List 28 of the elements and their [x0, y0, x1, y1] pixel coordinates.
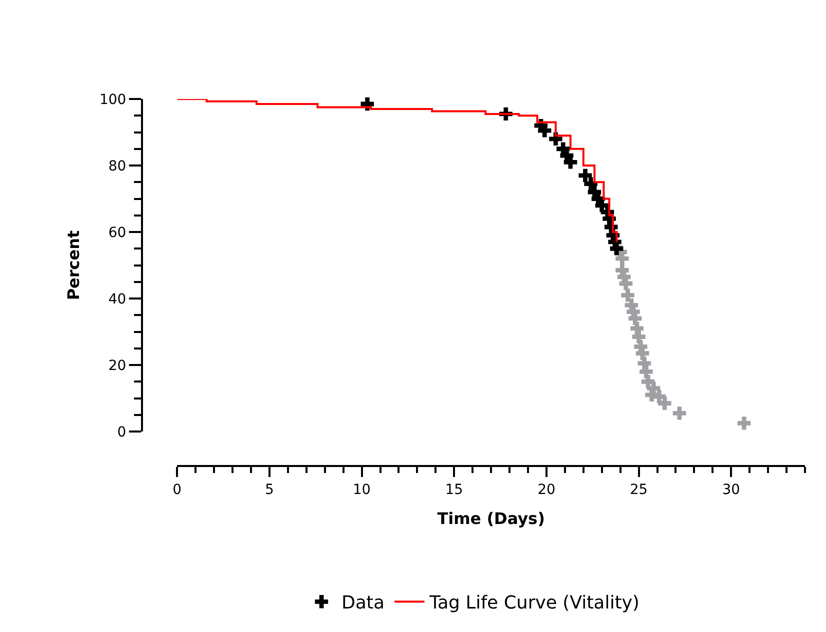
- x-tick-label: 15: [445, 482, 464, 498]
- x-tick-label: 5: [265, 482, 274, 498]
- point: [621, 288, 634, 302]
- point: [632, 330, 646, 344]
- point: [672, 406, 686, 420]
- y-tick-label: 0: [117, 424, 126, 440]
- point: [646, 382, 660, 395]
- point: [564, 156, 578, 169]
- x-tick-label: 30: [722, 482, 740, 498]
- x-tick-label: 10: [352, 482, 371, 498]
- x-axis-title: Time (Days): [437, 509, 545, 528]
- point: [658, 396, 672, 410]
- y-tick-label: 20: [108, 358, 126, 374]
- y-tick-label: 40: [108, 291, 126, 308]
- point: [616, 252, 629, 266]
- x-tick-label: 25: [630, 482, 648, 498]
- y-axis-title: Percent: [64, 230, 83, 300]
- x-tick-label: 20: [538, 482, 556, 498]
- y-tick-label: 60: [108, 224, 126, 241]
- legend-label: Tag Life Curve (Vitality): [428, 592, 640, 614]
- y-tick-label: 80: [108, 158, 126, 174]
- point: [578, 168, 592, 182]
- y-tick-label: 100: [99, 92, 126, 108]
- point: [737, 416, 751, 430]
- legend-label: Data: [342, 592, 384, 614]
- point: [640, 365, 653, 378]
- point: [610, 242, 624, 256]
- x-tick-label: 0: [172, 482, 182, 498]
